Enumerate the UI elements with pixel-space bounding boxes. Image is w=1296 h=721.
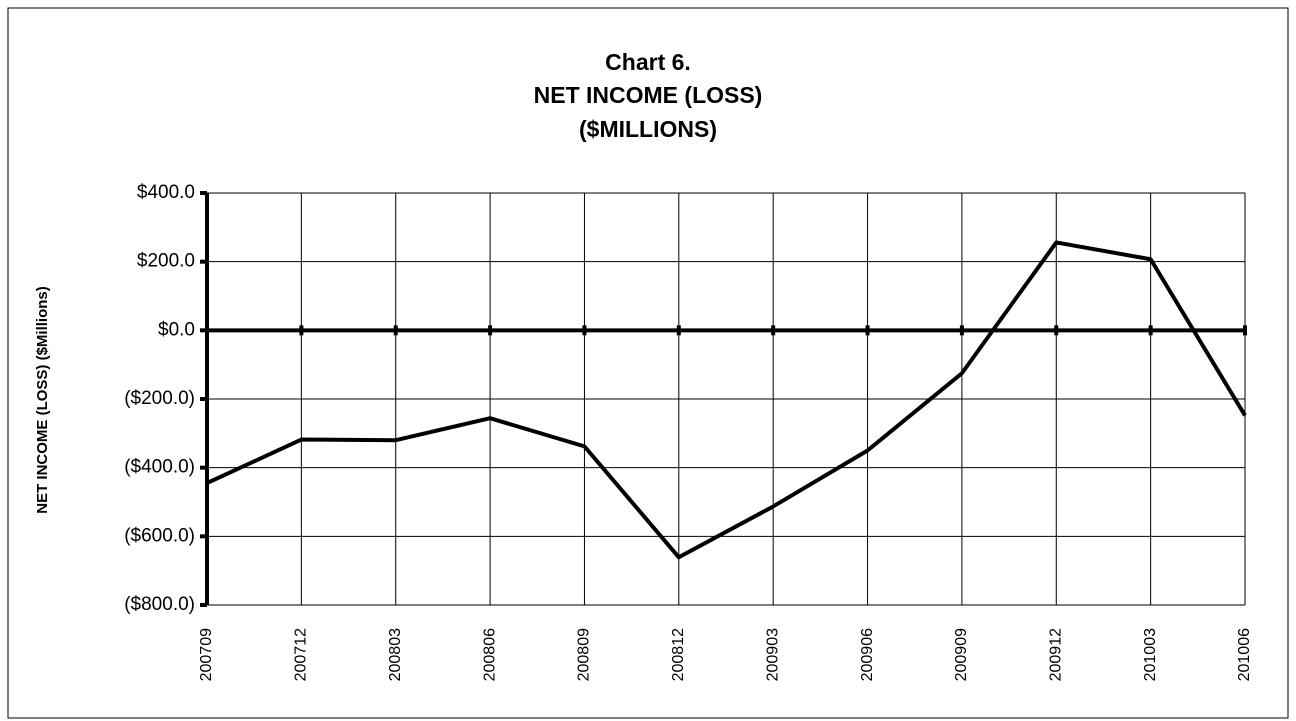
- x-tick-label: 200906: [859, 628, 876, 681]
- chart-title: NET INCOME (LOSS): [534, 82, 763, 108]
- y-tick-label: $0.0: [158, 319, 195, 340]
- y-tick-label: ($600.0): [124, 525, 195, 546]
- x-tick-label: 200903: [764, 628, 781, 681]
- x-tick-label: 201003: [1142, 628, 1159, 681]
- x-tick-label: 200912: [1047, 628, 1064, 681]
- chart-title: Chart 6.: [605, 49, 691, 75]
- y-axis-label: NET INCOME (LOSS) ($Millions): [34, 286, 51, 514]
- y-tick-label: ($200.0): [124, 388, 195, 409]
- x-tick-label: 200806: [481, 628, 498, 681]
- x-tick-label: 200809: [576, 628, 593, 681]
- x-tick-label: 200709: [198, 628, 215, 681]
- x-tick-label: 200812: [670, 628, 687, 681]
- y-tick-label: $400.0: [137, 182, 195, 203]
- data-line: [206, 240, 1247, 560]
- chart-title: ($MILLIONS): [579, 116, 717, 142]
- x-tick-label: 200803: [387, 628, 404, 681]
- chart-border: [7, 7, 1289, 719]
- y-tick-label: $200.0: [137, 251, 195, 272]
- x-tick-label: 200712: [293, 628, 310, 681]
- y-tick-label: ($800.0): [124, 594, 195, 615]
- x-tick-label: 200909: [953, 628, 970, 681]
- x-tick-label: 201006: [1236, 628, 1253, 681]
- y-tick-label: ($400.0): [124, 457, 195, 478]
